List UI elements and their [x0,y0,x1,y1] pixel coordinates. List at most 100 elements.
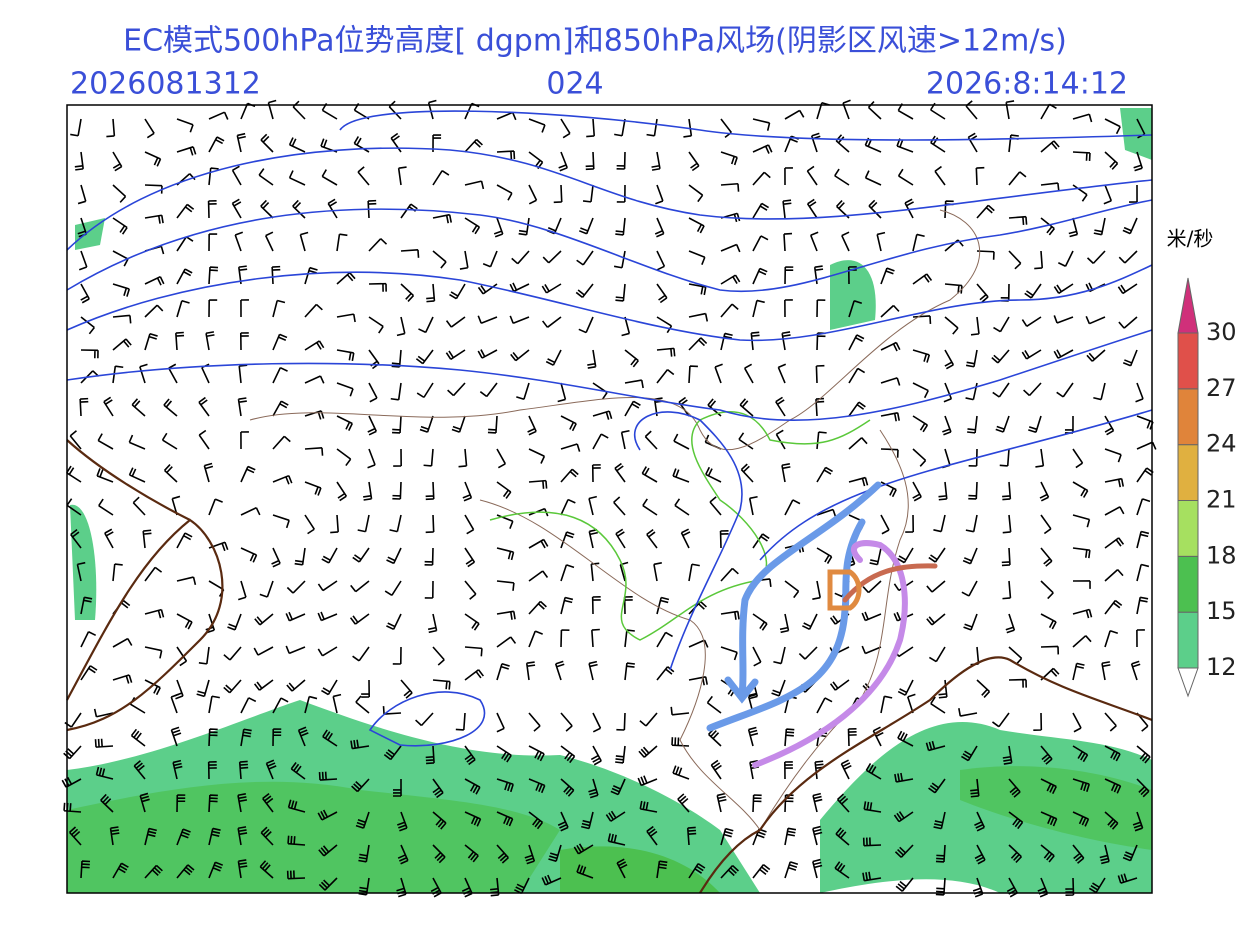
wind-barb [1133,151,1143,172]
wind-barb [78,250,88,271]
wind-barb [651,151,661,171]
wind-barb [912,448,927,467]
wind-barb [588,495,597,516]
wind-barb [775,429,786,450]
wind-barb [112,250,129,267]
wind-barb [783,232,793,252]
wind-barb [933,811,946,830]
wind-barb [1008,250,1022,270]
wind-barb [928,646,946,663]
wind-barb [834,168,850,186]
wind-barb [740,463,754,483]
wind-barb [646,118,658,137]
wind-barb [1136,530,1150,549]
wind-barb [80,316,95,335]
wind-barb [458,448,468,468]
wind-barb [449,283,466,300]
wind-barb [432,844,446,864]
wind-barb [1104,630,1119,648]
wind-barb [63,802,82,813]
wind-barb [1136,778,1150,798]
wind-barb [688,217,705,234]
wind-barb [304,514,315,535]
wind-barb [653,562,662,582]
wind-barb [208,827,221,846]
wind-barb [557,811,569,832]
wind-barb [464,217,481,235]
wind-barb [304,340,325,351]
wind-barb [392,415,402,434]
wind-barb [396,811,408,832]
wind-barb [80,596,93,615]
wind-barb [400,283,415,302]
wind-barb [129,696,146,714]
wind-barb [912,233,925,252]
wind-barb [862,837,882,847]
wind-barb [639,712,658,727]
wind-barb [720,864,739,879]
wind-barb [686,826,697,846]
wind-barb [1103,184,1113,205]
wind-barb [103,396,114,417]
wind-barb [967,132,978,153]
wind-barb [1037,877,1049,898]
wind-barb [391,349,402,368]
wind-barb [560,564,575,582]
wind-barb [516,382,530,400]
wind-barb [1002,481,1012,501]
wind-barb [1040,745,1053,765]
wind-barb [288,170,306,186]
wind-barb [644,430,658,450]
wind-barb [1040,217,1055,236]
wind-barb [707,398,722,417]
wind-barb [367,448,376,469]
wind-barb [591,596,601,615]
wind-barb [390,132,402,153]
wind-barb [716,792,727,813]
wind-barb [321,169,338,186]
wind-barb [304,481,322,496]
wind-barb [240,697,257,714]
wind-barb [642,498,658,516]
wind-barb [591,628,600,648]
wind-barb [812,825,823,846]
wind-barb [524,844,536,865]
wind-barb [240,465,256,483]
wind-barb [464,778,481,795]
wind-barb [1040,182,1060,192]
wind-barb [496,580,515,591]
wind-barb [496,636,517,648]
wind-barb [1040,613,1057,630]
wind-barb [656,368,675,384]
wind-barb [392,646,402,665]
wind-barb [1064,415,1074,434]
wind-barb [656,631,673,648]
wind-barb [1117,873,1138,884]
wind-barb [396,877,407,898]
wind-barb [496,662,510,681]
wind-barb [688,365,698,384]
wind-barb [688,639,709,648]
wind-barb [304,375,325,384]
colorbar: 12 15 18 21 24 27 30 [1177,277,1237,698]
wind-barb [592,712,602,733]
wind-barb [784,861,799,879]
colorbar-label: 15 [1206,597,1237,625]
wind-barb [912,315,932,325]
wind-barb [812,792,823,813]
wind-barb [1072,113,1093,123]
wind-barb [912,349,931,363]
wind-barb [267,99,277,120]
wind-barb [1021,349,1042,360]
wind-barb [646,825,658,846]
wind-barb [112,151,123,172]
wind-barb [496,150,516,160]
wind-barb [673,433,690,450]
wind-barb [322,729,338,747]
wind-barb [688,676,708,686]
wind-barb [1040,140,1060,153]
wind-barb [993,316,1010,333]
wind-barb [396,316,406,337]
wind-barb [616,712,626,731]
wind-barb [575,283,594,299]
